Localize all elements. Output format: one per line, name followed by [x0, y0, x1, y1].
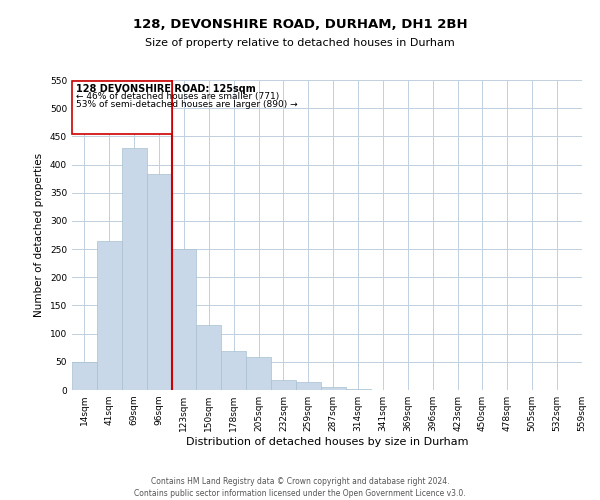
Text: Contains HM Land Registry data © Crown copyright and database right 2024.: Contains HM Land Registry data © Crown c… — [151, 478, 449, 486]
Bar — [97, 240, 122, 390]
Bar — [146, 174, 172, 390]
Bar — [72, 362, 97, 390]
Text: ← 46% of detached houses are smaller (771): ← 46% of detached houses are smaller (77… — [76, 92, 279, 102]
Bar — [271, 380, 296, 390]
Bar — [321, 386, 346, 390]
Bar — [296, 382, 321, 390]
Bar — [246, 358, 271, 390]
Text: 128, DEVONSHIRE ROAD, DURHAM, DH1 2BH: 128, DEVONSHIRE ROAD, DURHAM, DH1 2BH — [133, 18, 467, 30]
Text: 128 DEVONSHIRE ROAD: 125sqm: 128 DEVONSHIRE ROAD: 125sqm — [76, 84, 256, 94]
Text: Contains public sector information licensed under the Open Government Licence v3: Contains public sector information licen… — [134, 489, 466, 498]
Bar — [122, 148, 146, 390]
Text: 53% of semi-detached houses are larger (890) →: 53% of semi-detached houses are larger (… — [76, 100, 298, 110]
Bar — [221, 350, 246, 390]
Bar — [196, 325, 221, 390]
Bar — [172, 249, 196, 390]
FancyBboxPatch shape — [72, 81, 172, 134]
Y-axis label: Number of detached properties: Number of detached properties — [34, 153, 44, 317]
Text: Size of property relative to detached houses in Durham: Size of property relative to detached ho… — [145, 38, 455, 48]
X-axis label: Distribution of detached houses by size in Durham: Distribution of detached houses by size … — [186, 437, 468, 447]
